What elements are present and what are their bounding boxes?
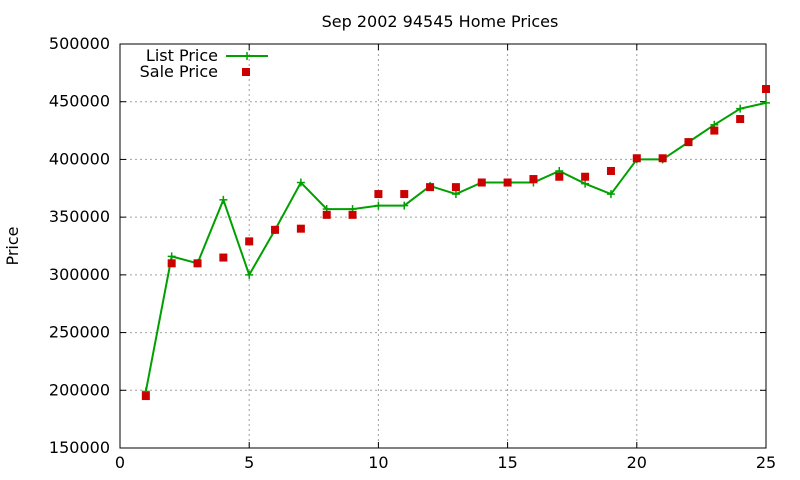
sale-price-point	[167, 259, 176, 268]
list-price-point	[736, 104, 745, 113]
list-price-point	[606, 190, 615, 199]
series-sale-price	[141, 85, 770, 401]
y-tick-label: 450000	[49, 92, 110, 111]
sale-price-point	[348, 210, 357, 219]
sale-price-point	[632, 154, 641, 163]
sale-price-point	[503, 178, 512, 187]
legend-label: Sale Price	[140, 62, 218, 81]
sale-price-point	[684, 138, 693, 147]
sale-price-point	[658, 154, 667, 163]
y-tick-label: 400000	[49, 149, 110, 168]
sale-price-point	[271, 225, 280, 234]
x-tick-label: 25	[756, 453, 776, 472]
list-price-point	[762, 98, 770, 107]
legend-plus-marker	[243, 52, 251, 60]
list-price-line	[144, 101, 767, 392]
y-axis-label: Price	[3, 226, 22, 265]
y-tick-label: 350000	[49, 207, 110, 226]
y-tick-label: 500000	[49, 34, 110, 53]
x-tick-label: 20	[627, 453, 647, 472]
legend-square-marker	[242, 68, 250, 76]
plot-frame	[119, 43, 767, 449]
chart-title: Sep 2002 94545 Home Prices	[322, 12, 559, 31]
sale-price-point	[451, 183, 460, 192]
list-price-point	[296, 178, 305, 187]
sale-price-point	[245, 237, 254, 246]
series-layer	[141, 85, 770, 401]
list-price-point	[245, 270, 254, 279]
sale-price-point	[606, 166, 615, 175]
sale-price-point	[400, 190, 409, 199]
sale-price-point	[529, 175, 538, 184]
sale-price-point	[555, 172, 564, 181]
x-tick-label: 0	[115, 453, 125, 472]
list-price-point	[167, 252, 176, 261]
list-price-point	[219, 195, 228, 204]
sale-price-point	[193, 259, 202, 268]
sale-price-point	[374, 190, 383, 199]
list-price-point	[400, 201, 409, 210]
y-tick-label: 200000	[49, 380, 110, 399]
sale-price-point	[477, 178, 486, 187]
legend-label: List Price	[146, 46, 218, 65]
x-tick-label: 15	[497, 453, 517, 472]
y-tick-label: 250000	[49, 323, 110, 342]
x-tick-label: 10	[368, 453, 388, 472]
sale-price-point	[141, 392, 150, 401]
list-price-point	[451, 190, 460, 199]
y-tick-label: 150000	[49, 438, 110, 457]
sale-price-point	[710, 126, 719, 135]
sale-price-point	[296, 224, 305, 233]
sale-price-point	[736, 115, 745, 124]
y-tick-label: 300000	[49, 265, 110, 284]
sale-price-point	[219, 253, 228, 262]
sale-price-point	[322, 210, 331, 219]
sale-price-point	[426, 183, 435, 192]
list-price-point	[374, 201, 383, 210]
sale-price-point	[581, 172, 590, 181]
x-tick-label: 5	[244, 453, 254, 472]
sale-price-point	[762, 85, 770, 94]
series-list-price	[141, 98, 770, 396]
axes-layer: 0 5 10 15 20 25 150000 200000 250000 300000 350000…	[49, 34, 776, 472]
grid-layer	[120, 44, 766, 448]
list-price-point	[581, 179, 590, 188]
